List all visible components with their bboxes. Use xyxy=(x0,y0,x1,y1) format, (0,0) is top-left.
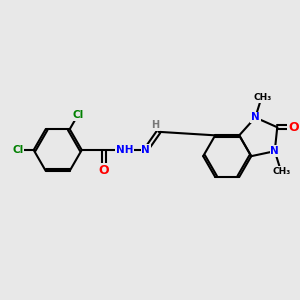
Text: H: H xyxy=(151,120,159,130)
Text: NH: NH xyxy=(116,145,134,155)
Text: Cl: Cl xyxy=(72,110,83,120)
Text: O: O xyxy=(288,121,298,134)
Text: O: O xyxy=(99,164,109,176)
Text: N: N xyxy=(270,146,279,156)
Text: CH₃: CH₃ xyxy=(253,93,272,102)
Text: N: N xyxy=(142,145,150,155)
Text: N: N xyxy=(251,112,260,122)
Text: CH₃: CH₃ xyxy=(273,167,291,176)
Text: Cl: Cl xyxy=(12,145,23,155)
